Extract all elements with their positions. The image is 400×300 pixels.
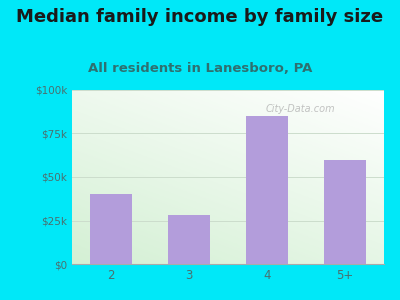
Bar: [90, 194, 132, 264]
Text: All residents in Lanesboro, PA: All residents in Lanesboro, PA: [88, 61, 312, 74]
Text: Median family income by family size: Median family income by family size: [16, 8, 384, 26]
Text: City-Data.com: City-Data.com: [266, 104, 335, 114]
Bar: [246, 116, 288, 264]
Bar: [324, 160, 366, 264]
Bar: [168, 215, 210, 264]
